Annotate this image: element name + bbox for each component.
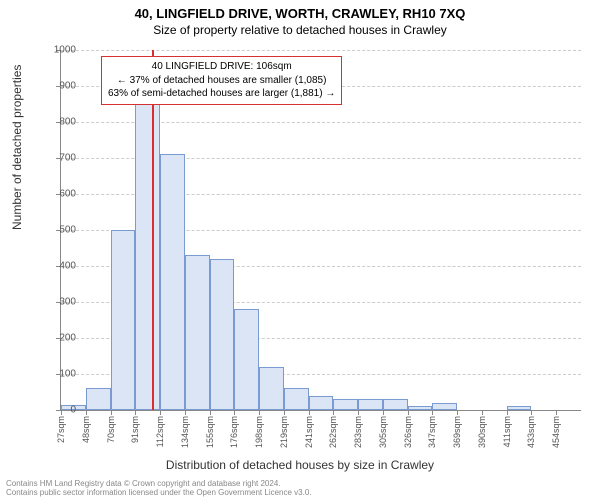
ytick-label: 700 (46, 153, 76, 164)
ytick-label: 500 (46, 225, 76, 236)
histogram-bar (135, 104, 160, 410)
histogram-bar (234, 309, 259, 410)
ytick-label: 300 (46, 297, 76, 308)
xtick-label: 347sqm (427, 410, 437, 448)
histogram-bar (383, 399, 408, 410)
info-line-1: 40 LINGFIELD DRIVE: 106sqm (108, 60, 335, 74)
xtick-label: 411sqm (502, 410, 512, 447)
xtick-label: 390sqm (477, 410, 487, 448)
chart-subtitle: Size of property relative to detached ho… (0, 21, 600, 37)
histogram-bar (309, 396, 334, 410)
ytick-label: 0 (46, 405, 76, 416)
footer-line-2: Contains public sector information licen… (6, 489, 312, 498)
histogram-bar (284, 388, 309, 410)
histogram-bar (358, 399, 383, 410)
xtick-label: 454sqm (551, 410, 561, 448)
footer-attribution: Contains HM Land Registry data © Crown c… (6, 480, 312, 498)
xtick-label: 70sqm (106, 410, 116, 443)
histogram-bar (259, 367, 284, 410)
ytick-label: 800 (46, 117, 76, 128)
x-axis-label: Distribution of detached houses by size … (0, 458, 600, 472)
ytick-label: 600 (46, 189, 76, 200)
xtick-label: 283sqm (353, 410, 363, 448)
y-axis-label: Number of detached properties (10, 65, 24, 230)
grid-line (61, 50, 581, 51)
xtick-label: 112sqm (155, 410, 165, 447)
ytick-label: 1000 (46, 45, 76, 56)
info-box: 40 LINGFIELD DRIVE: 106sqm ← 37% of deta… (101, 56, 342, 105)
xtick-label: 219sqm (279, 410, 289, 448)
xtick-label: 326sqm (403, 410, 413, 448)
histogram-bar (86, 388, 111, 410)
ytick-label: 400 (46, 261, 76, 272)
chart-container: 40, LINGFIELD DRIVE, WORTH, CRAWLEY, RH1… (0, 0, 600, 500)
ytick-label: 900 (46, 81, 76, 92)
xtick-label: 433sqm (526, 410, 536, 448)
xtick-label: 176sqm (229, 410, 239, 448)
chart-title: 40, LINGFIELD DRIVE, WORTH, CRAWLEY, RH1… (0, 0, 600, 21)
xtick-label: 155sqm (205, 410, 215, 448)
histogram-bar (111, 230, 136, 410)
xtick-label: 369sqm (452, 410, 462, 448)
xtick-label: 241sqm (304, 410, 314, 448)
xtick-label: 134sqm (180, 410, 190, 448)
info-line-2: ← 37% of detached houses are smaller (1,… (108, 74, 335, 88)
info-line-3: 63% of semi-detached houses are larger (… (108, 87, 335, 101)
histogram-bar (210, 259, 235, 410)
histogram-bar (432, 403, 457, 410)
histogram-bar (333, 399, 358, 410)
plot-area: 27sqm48sqm70sqm91sqm112sqm134sqm155sqm17… (60, 50, 581, 411)
xtick-label: 198sqm (254, 410, 264, 448)
ytick-label: 100 (46, 369, 76, 380)
histogram-bar (160, 154, 185, 410)
xtick-label: 91sqm (130, 410, 140, 443)
xtick-label: 305sqm (378, 410, 388, 448)
xtick-label: 262sqm (328, 410, 338, 448)
xtick-label: 48sqm (81, 410, 91, 443)
ytick-label: 200 (46, 333, 76, 344)
histogram-bar (185, 255, 210, 410)
